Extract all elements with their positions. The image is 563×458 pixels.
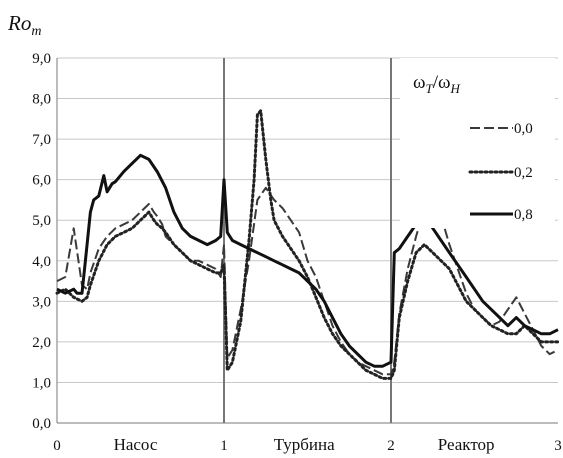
y-tick-label: 5,0 — [32, 213, 51, 229]
y-tick-label: 7,0 — [32, 132, 51, 148]
y-axis-label-main: Ro — [7, 11, 31, 35]
legend-background — [400, 58, 555, 228]
x-tick-label: 0 — [53, 438, 61, 454]
y-axis-label-sub: m — [31, 24, 41, 39]
legend-title: ωT/ωH — [413, 72, 461, 96]
legend-title-omega-2: ω — [438, 72, 451, 93]
y-tick-label: 9,0 — [32, 51, 51, 67]
y-tick-label: 8,0 — [32, 92, 51, 108]
axis-labels: 0,0 1,0 2,0 3,0 4,0 5,0 6,0 7,0 8,0 9,0 0 1 2 3 Насос Т… — [32, 51, 562, 454]
region-label-3: Реактор — [438, 435, 495, 454]
legend-label-3: 0,8 — [514, 207, 533, 223]
series-line-3 — [56, 153, 559, 368]
y-tick-label: 1,0 — [32, 375, 51, 391]
legend-title-omega-1: ω — [413, 72, 426, 93]
y-tick-label: 4,0 — [32, 254, 51, 270]
legend-title-sub-1: T — [426, 81, 434, 96]
legend-label-2: 0,2 — [514, 165, 533, 181]
legend-label-1: 0,0 — [514, 121, 533, 137]
region-label-2: Турбина — [274, 435, 335, 454]
y-axis-label: Rom — [7, 11, 41, 39]
series-line-2 — [55, 109, 560, 380]
y-tick-label: 3,0 — [32, 294, 51, 310]
legend: ωT/ωH 0,00,20,8 — [400, 58, 555, 228]
x-tick-label: 1 — [220, 438, 228, 454]
y-tick-label: 2,0 — [32, 335, 51, 351]
legend-items: 0,0 0,2 0,8 — [468, 121, 533, 223]
legend-title-slash: / — [433, 72, 439, 93]
x-tick-label: 2 — [387, 438, 395, 454]
series-lines — [55, 109, 560, 380]
y-tick-label: 0,0 — [32, 416, 51, 432]
region-label-1: Насос — [114, 435, 158, 454]
y-tick-label: 6,0 — [32, 173, 51, 189]
x-tick-label: 3 — [554, 438, 562, 454]
legend-title-sub-2: H — [450, 81, 461, 96]
series-line-1 — [56, 186, 559, 376]
